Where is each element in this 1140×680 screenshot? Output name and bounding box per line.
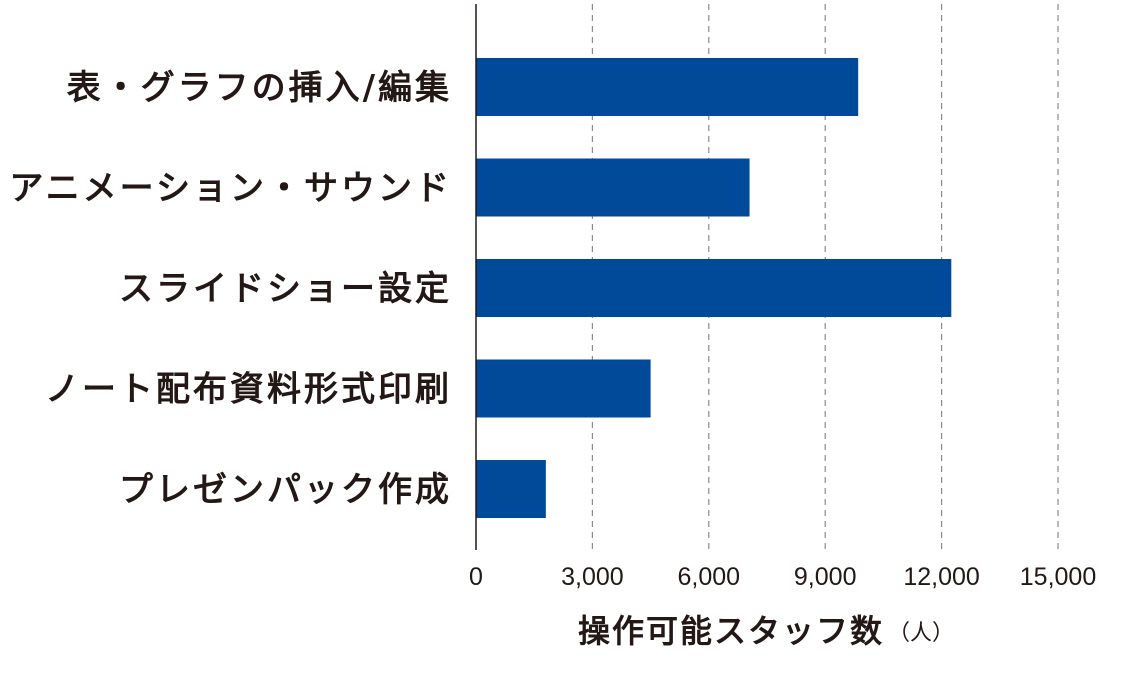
category-labels: 表・グラフの挿入/編集アニメーション・サウンドスライドショー設定ノート配布資料形… [9, 68, 452, 510]
bar-3 [476, 359, 651, 418]
x-axis-title: 操作可能スタッフ数 [578, 612, 884, 650]
x-tick-label-2: 6,000 [678, 563, 741, 591]
bar-2 [476, 259, 952, 317]
category-label-3: ノート配布資料形式印刷 [45, 370, 452, 410]
category-label-2: スライドショー設定 [119, 269, 452, 309]
x-tick-label-0: 0 [469, 563, 483, 591]
x-tick-label-3: 9,000 [794, 563, 857, 591]
bar-1 [476, 158, 750, 217]
bars [476, 58, 952, 518]
bar-0 [476, 58, 859, 116]
x-axis-unit: （人） [888, 621, 954, 646]
category-label-1: アニメーション・サウンド [9, 169, 452, 209]
x-tick-label-5: 15,000 [1020, 563, 1096, 591]
category-label-4: プレゼンパック作成 [119, 470, 452, 510]
category-label-0: 表・グラフの挿入/編集 [67, 68, 452, 108]
x-tick-label-1: 3,000 [561, 563, 624, 591]
x-tick-label-4: 12,000 [903, 563, 979, 591]
bar-4 [476, 460, 546, 518]
x-tick-labels: 0 3,000 6,000 9,000 12,000 15,000 [469, 563, 1096, 591]
